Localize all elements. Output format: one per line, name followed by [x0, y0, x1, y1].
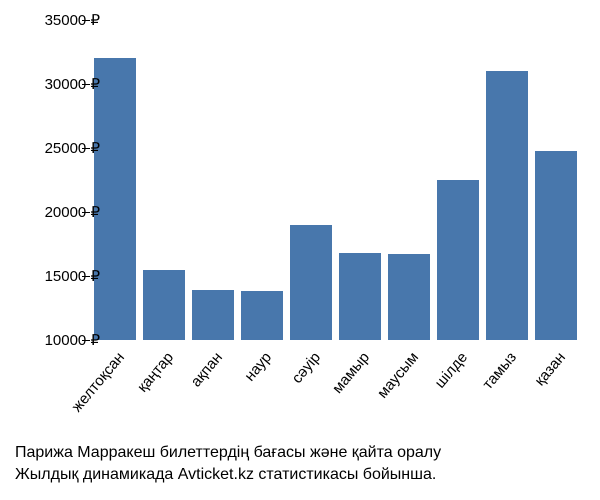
- bar: [241, 291, 283, 340]
- y-axis-label: 20000 ₽: [20, 203, 100, 221]
- caption-line-1: Парижа Марракеш билеттердің бағасы және …: [15, 442, 441, 464]
- bar: [388, 254, 430, 340]
- chart-caption: Парижа Марракеш билеттердің бағасы және …: [15, 442, 441, 487]
- x-labels: желтоқсанқаңтарақпаннаурсәуірмамырмаусым…: [90, 345, 580, 440]
- bar: [143, 270, 185, 340]
- ticket-price-chart: 10000 ₽ 15000 ₽ 20000 ₽ 25000 ₽ 30000 ₽ 35000…: [0, 0, 600, 500]
- x-axis-label: тамыз: [486, 345, 528, 440]
- x-axis-label: қаңтар: [143, 345, 185, 440]
- x-axis-label: шілде: [437, 345, 479, 440]
- y-axis-label: 15000 ₽: [20, 267, 100, 285]
- bars-container: [90, 20, 580, 340]
- caption-line-2: Жылдық динамикада Avticket.kz статистика…: [15, 464, 441, 486]
- y-axis-label: 10000 ₽: [20, 331, 100, 349]
- x-axis-label: сәуір: [290, 345, 332, 440]
- y-axis-label: 30000 ₽: [20, 75, 100, 93]
- bar: [339, 253, 381, 340]
- x-axis-label: қазан: [535, 345, 577, 440]
- x-axis-label: ақпан: [192, 345, 234, 440]
- bar: [94, 58, 136, 340]
- bar: [437, 180, 479, 340]
- x-axis-label: мамыр: [339, 345, 381, 440]
- bar: [192, 290, 234, 340]
- x-axis-label: наур: [241, 345, 283, 440]
- plot-area: [90, 20, 580, 340]
- y-axis-label: 35000 ₽: [20, 11, 100, 29]
- bar: [486, 71, 528, 340]
- bar: [290, 225, 332, 340]
- x-axis-label: желтоқсан: [94, 345, 136, 440]
- y-axis-label: 25000 ₽: [20, 139, 100, 157]
- x-axis-label: маусым: [388, 345, 430, 440]
- bar: [535, 151, 577, 340]
